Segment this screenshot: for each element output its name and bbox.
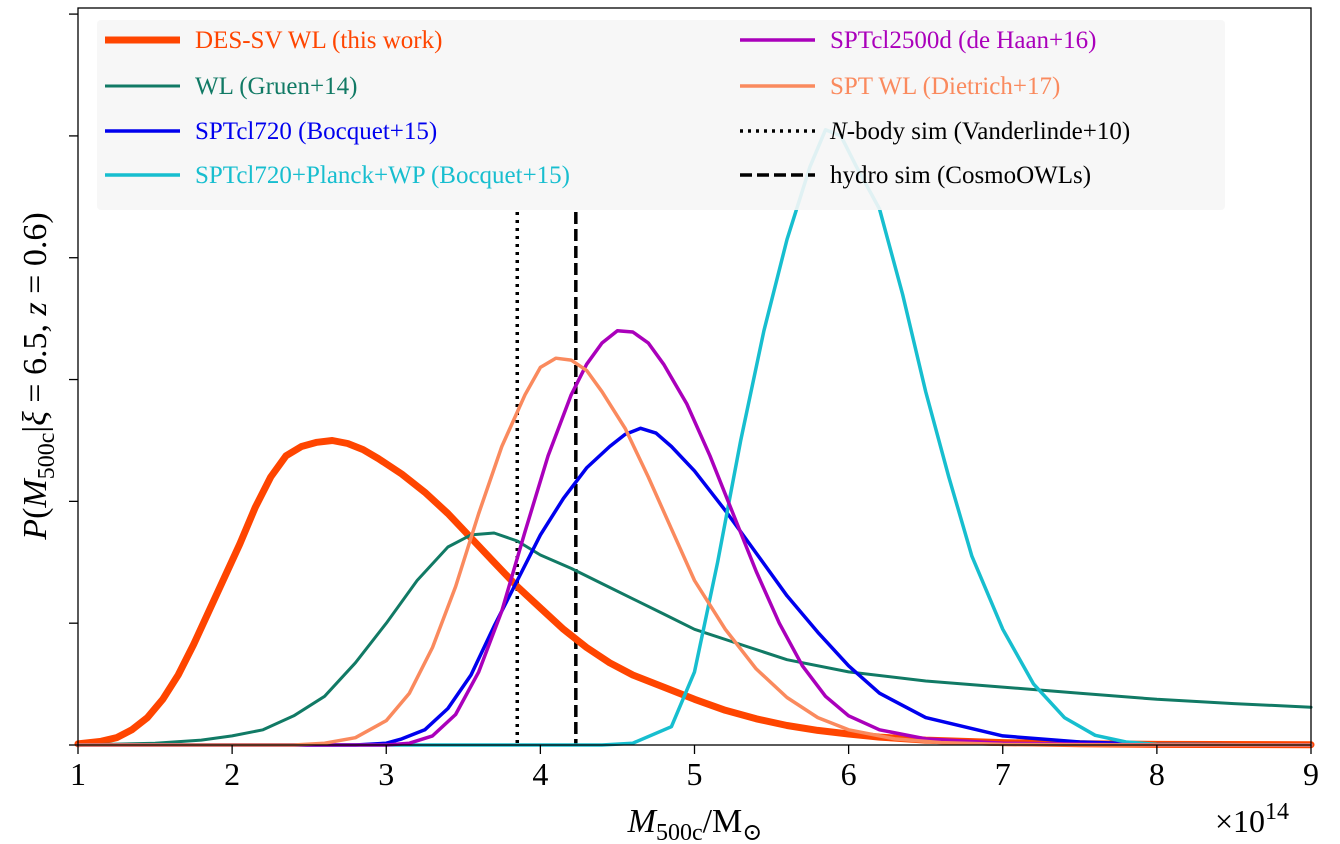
legend-label: SPT WL (Dietrich+17) (830, 73, 1060, 100)
x-axis-multiplier: ×1014 (1215, 799, 1289, 839)
legend-label: WL (Gruen+14) (195, 73, 357, 100)
legend-label: N-body sim (Vanderlinde+10) (829, 118, 1130, 145)
series-lines (74, 128, 1315, 749)
series-line-sptcl720-planck-wp-bocquet-15 (76, 128, 1313, 747)
series-line-sptcl2500d-de-haan-16 (76, 329, 1313, 747)
series-line-sptcl720-bocquet-15 (76, 426, 1313, 747)
series-line-spt-wl-dietrich-17 (76, 356, 1313, 747)
series-line-des-sv-wl-this-work (74, 437, 1315, 749)
x-tick-label: 4 (532, 756, 548, 792)
x-tick-label: 8 (1149, 756, 1165, 792)
legend-box (97, 20, 1225, 210)
x-axis-ticks: 1 2 3 4 5 6 7 8 9 (70, 745, 1319, 792)
y-axis-label: P(M500c|ξ = 6.5, z = 0.6) (17, 212, 60, 540)
x-tick-label: 2 (224, 756, 240, 792)
x-tick-label: 1 (70, 756, 86, 792)
reference-lines (515, 212, 578, 745)
legend-label: SPTcl2500d (de Haan+16) (830, 27, 1096, 54)
legend-label: hydro sim (CosmoOWLs) (830, 162, 1091, 189)
legend: DES-SV WL (this work) WL (Gruen+14) SPTcl7… (97, 20, 1225, 210)
x-tick-label: 5 (687, 756, 703, 792)
legend-label: DES-SV WL (this work) (195, 27, 442, 54)
x-tick-label: 6 (841, 756, 857, 792)
series-line-wl-gruen-14 (76, 531, 1313, 747)
x-tick-label: 7 (995, 756, 1011, 792)
x-tick-label: 3 (378, 756, 394, 792)
y-axis-ticks (69, 13, 78, 746)
x-axis-label: M500c/M⊙ (627, 803, 763, 844)
x-tick-label: 9 (1303, 756, 1319, 792)
legend-label: SPTcl720+Planck+WP (Bocquet+15) (195, 162, 570, 189)
legend-label: SPTcl720 (Bocquet+15) (195, 118, 437, 145)
